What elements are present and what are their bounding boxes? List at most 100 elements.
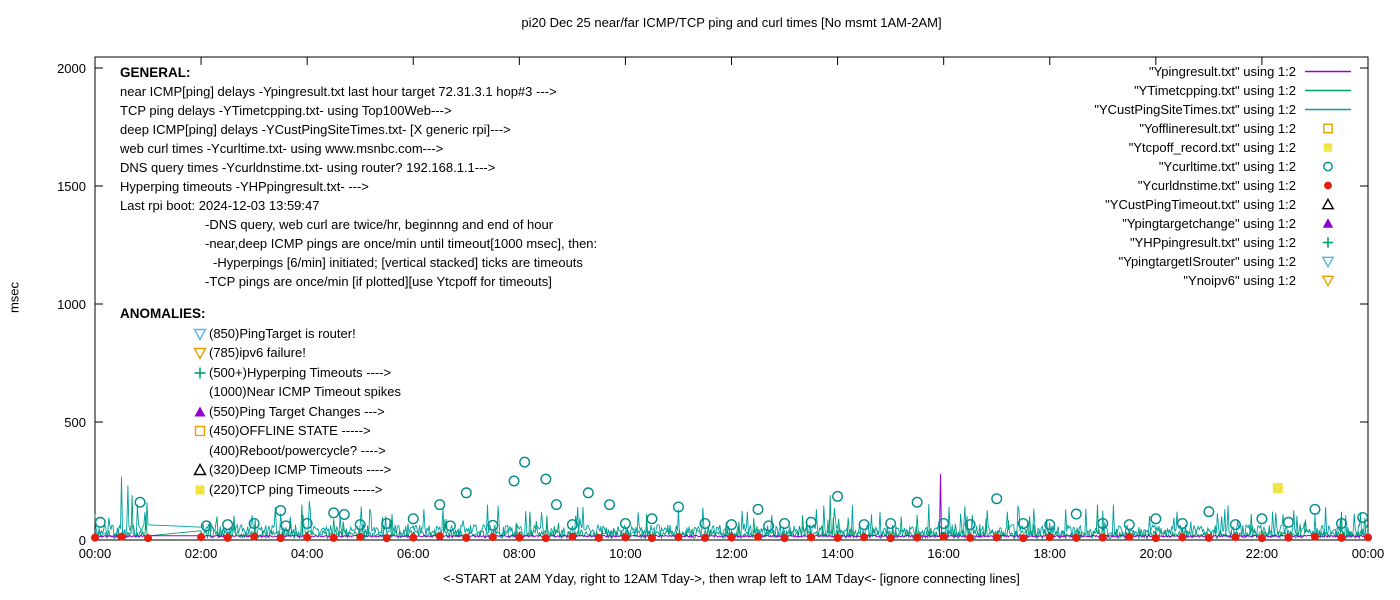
- general-line: deep ICMP[ping] delays -YCustPingSiteTim…: [120, 122, 511, 137]
- general-heading: GENERAL:: [120, 65, 191, 80]
- legend-label: "Ypingresult.txt" using 1:2: [1148, 64, 1296, 79]
- x-tick-label: 00:00: [78, 546, 112, 561]
- y-tick-label: 1500: [57, 179, 86, 194]
- legend-label: "YCustPingTimeout.txt" using 1:2: [1105, 197, 1296, 212]
- x-tick-label: 16:00: [927, 546, 960, 561]
- anomaly-marker-tri-up-open-icon: [192, 462, 209, 477]
- anomaly-text: (450)OFFLINE STATE ----->: [209, 423, 371, 438]
- y-tick-label: 0: [78, 533, 86, 548]
- legend-marker-tri-down-open-icon: [1302, 273, 1354, 288]
- legend-item: "Ytcpoff_record.txt" using 1:2: [1094, 138, 1354, 157]
- legend-item: "YHPpingresult.txt" using 1:2: [1094, 233, 1354, 252]
- legend-marker-tri-up-open-icon: [1302, 197, 1354, 212]
- anomaly-text: (850)PingTarget is router!: [209, 325, 356, 341]
- general-lines: near ICMP[ping] delays -Ypingresult.txt …: [120, 82, 597, 291]
- anomaly-text: (320)Deep ICMP Timeouts ---->: [209, 462, 392, 477]
- anomaly-item: (500+)Hyperping Timeouts ---->: [192, 363, 401, 383]
- anomaly-text: (550)Ping Target Changes --->: [209, 403, 385, 419]
- legend-marker-square-open-icon: [1302, 121, 1354, 136]
- x-tick-label: 00:00: [1351, 546, 1385, 561]
- legend-item: "Ynoipv6" using 1:2: [1094, 271, 1354, 290]
- general-line: TCP ping delays -YTimetcpping.txt- using…: [120, 103, 452, 118]
- legend-label: "Ynoipv6" using 1:2: [1183, 273, 1296, 288]
- anomaly-text: (220)TCP ping Timeouts ----->: [209, 481, 383, 497]
- legend-item: "YpingtargetISrouter" using 1:2: [1094, 252, 1354, 271]
- general-line: -TCP pings are once/min [if plotted][use…: [205, 274, 552, 289]
- legend-marker-circle-filled-icon: [1302, 178, 1354, 193]
- x-tick-label: 10:00: [609, 546, 642, 561]
- anomaly-item: (550)Ping Target Changes --->: [192, 402, 401, 422]
- general-line: -DNS query, web curl are twice/hr, begin…: [205, 217, 554, 232]
- y-tick-label: 1000: [57, 297, 86, 312]
- legend-label: "YHPpingresult.txt" using 1:2: [1129, 235, 1296, 250]
- legend-item: "Ypingtargetchange" using 1:2: [1094, 214, 1354, 233]
- x-tick-label: 06:00: [396, 546, 430, 561]
- x-tick-label: 08:00: [503, 546, 536, 561]
- anomalies-annotation: ANOMALIES: (850)PingTarget is router! (78…: [120, 304, 401, 499]
- legend-label: "Ytcpoff_record.txt" using 1:2: [1128, 140, 1296, 155]
- legend-marker-line-icon: [1302, 102, 1354, 117]
- x-tick-label: 02:00: [184, 546, 218, 561]
- anomaly-text: (785)ipv6 failure!: [209, 345, 306, 360]
- legend-marker-line-icon: [1302, 64, 1354, 79]
- anomaly-items: (850)PingTarget is router! (785)ipv6 fail…: [120, 324, 401, 500]
- anomaly-marker-tri-up-filled-icon: [192, 404, 209, 419]
- legend-item: "YCustPingTimeout.txt" using 1:2: [1094, 195, 1354, 214]
- legend-marker-tri-down-open-icon: [1302, 254, 1354, 269]
- x-tick-label: 20:00: [1139, 546, 1173, 561]
- general-line: Hyperping timeouts -YHPpingresult.txt- -…: [120, 179, 369, 194]
- x-tick-label: 12:00: [715, 546, 748, 561]
- y-tick-label: 2000: [57, 61, 86, 76]
- anomaly-item: (850)PingTarget is router!: [192, 324, 401, 344]
- x-tick-label: 18:00: [1033, 546, 1067, 561]
- anomaly-text: (1000)Near ICMP Timeout spikes: [209, 384, 401, 399]
- legend-marker-circle-open-icon: [1302, 159, 1354, 174]
- legend-marker-square-filled-icon: [1302, 140, 1354, 155]
- legend-label: "Ycurltime.txt" using 1:2: [1158, 159, 1296, 174]
- anomalies-heading: ANOMALIES:: [120, 306, 206, 321]
- legend-marker-plus-icon: [1302, 235, 1354, 250]
- anomaly-marker-none: [192, 443, 209, 458]
- legend-marker-tri-up-filled-icon: [1302, 216, 1354, 231]
- general-line: near ICMP[ping] delays -Ypingresult.txt …: [120, 84, 557, 99]
- legend: "Ypingresult.txt" using 1:2 "YTimetcpping…: [1094, 62, 1354, 290]
- legend-label: "Yofflineresult.txt" using 1:2: [1139, 121, 1296, 136]
- legend-marker-line-icon: [1302, 83, 1354, 98]
- legend-item: "Ycurltime.txt" using 1:2: [1094, 157, 1354, 176]
- general-line: web curl times -Ycurltime.txt- using www…: [120, 141, 444, 156]
- anomaly-item: (785)ipv6 failure!: [192, 343, 401, 363]
- y-tick-label: 500: [64, 415, 86, 430]
- x-axis-label: <-START at 2AM Yday, right to 12AM Tday-…: [443, 571, 1020, 586]
- anomaly-marker-plus-icon: [192, 365, 209, 380]
- anomaly-item: (450)OFFLINE STATE ----->: [192, 421, 401, 441]
- anomaly-text: (500+)Hyperping Timeouts ---->: [209, 364, 392, 380]
- legend-label: "Ycurldnstime.txt" using 1:2: [1137, 178, 1296, 193]
- legend-label: "YTimetcpping.txt" using 1:2: [1134, 83, 1296, 98]
- anomaly-marker-none: [192, 384, 209, 399]
- anomaly-item: (220)TCP ping Timeouts ----->: [192, 480, 401, 500]
- legend-item: "Ycurldnstime.txt" using 1:2: [1094, 176, 1354, 195]
- legend-label: "Ypingtargetchange" using 1:2: [1122, 216, 1296, 231]
- x-tick-label: 14:00: [821, 546, 854, 561]
- legend-item: "Ypingresult.txt" using 1:2: [1094, 62, 1354, 81]
- chart-title: pi20 Dec 25 near/far ICMP/TCP ping and c…: [521, 15, 942, 30]
- x-tick-label: 22:00: [1245, 546, 1279, 561]
- legend-item: "YTimetcpping.txt" using 1:2: [1094, 81, 1354, 100]
- legend-item: "Yofflineresult.txt" using 1:2: [1094, 119, 1354, 138]
- general-line: -near,deep ICMP pings are once/min until…: [205, 236, 598, 251]
- anomaly-item: (320)Deep ICMP Timeouts ---->: [192, 460, 401, 480]
- anomaly-item: (400)Reboot/powercycle? ---->: [192, 441, 401, 461]
- general-line: Last rpi boot: 2024-12-03 13:59:47: [120, 198, 320, 213]
- anomaly-marker-tri-down-open-icon: [192, 345, 209, 361]
- x-tick-label: 04:00: [290, 546, 324, 561]
- legend-item: "YCustPingSiteTimes.txt" using 1:2: [1094, 100, 1354, 119]
- anomaly-text: (400)Reboot/powercycle? ---->: [209, 442, 386, 458]
- anomaly-item: (1000)Near ICMP Timeout spikes: [192, 382, 401, 402]
- general-line: -Hyperpings [6/min] initiated; [vertical…: [213, 255, 583, 270]
- legend-label: "YCustPingSiteTimes.txt" using 1:2: [1094, 102, 1296, 117]
- anomaly-marker-square-filled-icon: [192, 482, 209, 497]
- anomaly-marker-tri-down-open-icon: [192, 326, 209, 341]
- general-line: DNS query times -Ycurldnstime.txt- using…: [120, 160, 496, 175]
